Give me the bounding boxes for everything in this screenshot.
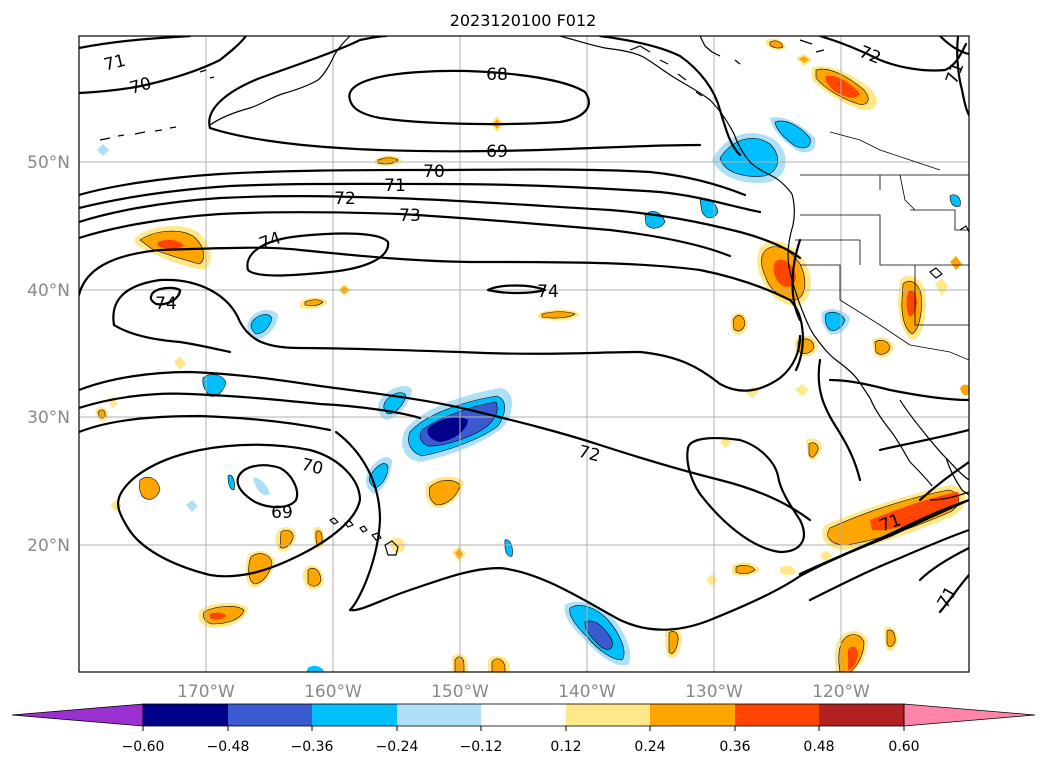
colorbar-swatch — [819, 704, 904, 726]
lat-label-40n: 40°N — [27, 281, 70, 301]
contour-label: 74 — [155, 294, 177, 314]
colorbar-swatch — [143, 704, 228, 726]
lat-label-20n: 20°N — [27, 536, 70, 556]
gridlines — [79, 36, 969, 672]
lon-label-160w: 160°W — [304, 682, 362, 702]
coastlines — [99, 36, 969, 556]
colorbar-tick-label: 0.36 — [719, 739, 750, 755]
map-title: 2023120100 F012 — [450, 11, 597, 30]
colorbar: −0.60 −0.48 −0.36 −0.24 −0.12 0.12 0.24 … — [11, 703, 1036, 755]
colorbar-tick-label: −0.60 — [122, 739, 165, 755]
latitude-labels: 50°N 40°N 30°N 20°N — [27, 153, 70, 556]
colorbar-under-arrow — [11, 703, 144, 727]
colorbar-swatch — [481, 704, 566, 726]
colorbar-swatch — [228, 704, 312, 726]
colorbar-swatch — [735, 704, 819, 726]
colorbar-swatch — [566, 704, 650, 726]
longitude-labels: 170°W 160°W 150°W 140°W 130°W 120°W — [177, 682, 870, 702]
anomaly-fills — [95, 38, 969, 672]
colorbar-tick-label: −0.12 — [460, 739, 503, 755]
colorbar-tick-label: 0.24 — [634, 739, 665, 755]
colorbar-over-arrow — [903, 703, 1036, 727]
colorbar-tick-label: 0.12 — [550, 739, 581, 755]
colorbar-tick-label: −0.36 — [291, 739, 334, 755]
lon-label-130w: 130°W — [685, 682, 743, 702]
contour-label: 74 — [537, 282, 559, 302]
colorbar-tick-label: −0.48 — [207, 739, 250, 755]
colorbar-tick-label: −0.24 — [376, 739, 419, 755]
map-area — [79, 36, 969, 672]
colorbar-tick-label: 0.60 — [888, 739, 919, 755]
map-frame — [78, 35, 970, 673]
lon-label-120w: 120°W — [812, 682, 870, 702]
contour-label: 70 — [423, 162, 445, 182]
contour-label: 69 — [271, 503, 293, 523]
contour-label: 68 — [486, 65, 508, 85]
contour-label: 69 — [486, 142, 508, 162]
colorbar-swatch — [650, 704, 735, 726]
lat-label-50n: 50°N — [27, 153, 70, 173]
colorbar-tick-label: 0.48 — [803, 739, 834, 755]
colorbar-swatch — [312, 704, 397, 726]
colorbar-swatch — [397, 704, 481, 726]
lon-label-170w: 170°W — [177, 682, 235, 702]
lat-label-30n: 30°N — [27, 408, 70, 428]
political-borders — [795, 131, 969, 361]
contour-label: 73 — [399, 206, 421, 226]
contour-label: 71 — [384, 176, 406, 196]
contour-lines — [79, 36, 969, 631]
contour-label: 72 — [334, 189, 356, 209]
lon-label-150w: 150°W — [431, 682, 489, 702]
lon-label-140w: 140°W — [558, 682, 616, 702]
